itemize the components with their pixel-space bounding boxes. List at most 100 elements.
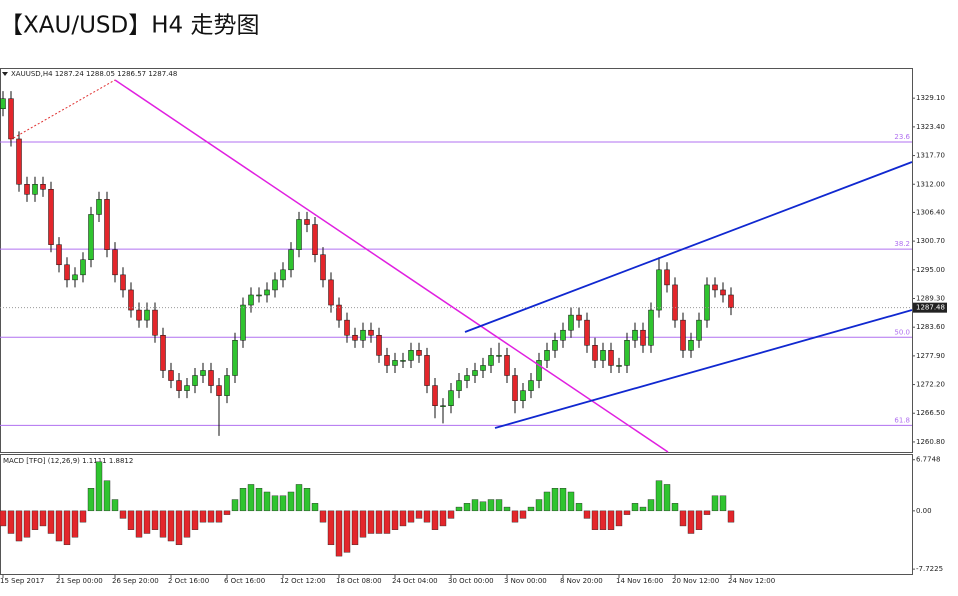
- candle-body: [208, 370, 214, 386]
- candle-body: [16, 138, 22, 185]
- candle-body: [512, 375, 518, 401]
- candle-body: [528, 380, 534, 391]
- candle-body: [688, 340, 694, 351]
- macd-bar: [511, 510, 519, 523]
- macd-bar: [71, 510, 79, 538]
- macd-bar: [447, 510, 455, 519]
- candle-body: [392, 360, 398, 366]
- x-tick-label: 21 Sep 00:00: [56, 577, 103, 585]
- macd-bar: [615, 510, 623, 527]
- candle-body: [448, 390, 454, 406]
- candle-body: [368, 329, 374, 336]
- x-tick-label: 24 Oct 04:00: [392, 577, 438, 585]
- candle-body: [200, 370, 206, 376]
- macd-bar: [47, 510, 55, 534]
- candle-body: [664, 269, 670, 286]
- candle-body: [312, 224, 318, 255]
- y-tick-label: 1329.10: [916, 94, 945, 102]
- x-tick-label: 30 Oct 00:00: [448, 577, 494, 585]
- candle-body: [696, 319, 702, 341]
- x-tick-label: 8 Nov 20:00: [560, 577, 603, 585]
- macd-bar: [375, 510, 383, 534]
- macd-bar: [535, 499, 543, 512]
- macd-bar: [623, 510, 631, 515]
- y-tick-label: 1312.00: [916, 180, 945, 188]
- trend-line-dotted: [9, 79, 116, 141]
- candle-body: [552, 340, 558, 351]
- candle-body: [328, 279, 334, 306]
- candle-body: [280, 269, 286, 281]
- price-panel: [0, 68, 913, 453]
- candle-body: [288, 249, 294, 271]
- macd-bar: [295, 484, 303, 512]
- macd-bar: [183, 510, 191, 538]
- candle-body: [304, 219, 310, 225]
- last-price-label: 1287.48: [916, 304, 945, 312]
- macd-bar: [143, 510, 151, 534]
- candle-body: [584, 319, 590, 346]
- macd-bar: [639, 506, 647, 512]
- y-tick-label: 1306.40: [916, 208, 945, 216]
- macd-bar: [439, 510, 447, 527]
- x-tick-label: 15 Sep 2017: [0, 577, 44, 585]
- macd-bar: [159, 510, 167, 538]
- menu-icon: [2, 72, 8, 76]
- candle-body: [568, 314, 574, 331]
- candle-body: [0, 98, 6, 110]
- candle-body: [504, 355, 510, 376]
- macd-bar: [695, 510, 703, 530]
- fib-label: 23.6: [894, 133, 910, 141]
- macd-bar: [111, 499, 119, 512]
- macd-bar: [479, 501, 487, 512]
- macd-bar: [95, 461, 103, 512]
- macd-bar: [79, 510, 87, 523]
- macd-bar: [607, 510, 615, 530]
- candle-body: [344, 319, 350, 336]
- channel-lower: [494, 309, 913, 429]
- macd-bar: [495, 499, 503, 512]
- candle-body: [592, 345, 598, 361]
- x-tick-label: 6 Oct 16:00: [224, 577, 265, 585]
- x-tick-label: 26 Sep 20:00: [112, 577, 159, 585]
- macd-bar: [247, 484, 255, 512]
- macd-y-tick-label: -7.7225: [916, 565, 943, 573]
- macd-bar: [367, 510, 375, 534]
- candle-body: [40, 184, 46, 190]
- macd-y-tick-label: 0.00: [916, 507, 932, 515]
- candle-body: [80, 259, 86, 276]
- candle-body: [64, 264, 70, 281]
- macd-bar: [311, 503, 319, 512]
- candle-body: [600, 350, 606, 361]
- candle-body: [424, 355, 430, 386]
- candle-body: [112, 249, 118, 276]
- macd-bar: [23, 510, 31, 538]
- macd-bar: [551, 488, 559, 512]
- y-tick-label: 1300.70: [916, 237, 945, 245]
- macd-bar: [663, 484, 671, 512]
- macd-bar: [335, 510, 343, 557]
- macd-bar: [647, 499, 655, 512]
- macd-y-tick-label: 6.7748: [916, 456, 941, 464]
- y-tick-label: 1272.20: [916, 381, 945, 389]
- macd-bar: [391, 510, 399, 530]
- candle-body: [672, 284, 678, 321]
- x-tick-label: 2 Oct 16:00: [168, 577, 209, 585]
- macd-bar: [399, 510, 407, 527]
- fib-label: 50.0: [894, 328, 910, 336]
- candle-body: [320, 254, 326, 281]
- candle-body: [160, 334, 166, 371]
- candle-body: [128, 289, 134, 311]
- macd-bar: [583, 510, 591, 519]
- macd-bar: [407, 510, 415, 523]
- candle-body: [608, 350, 614, 366]
- candle-body: [88, 214, 94, 260]
- candle-body: [440, 405, 446, 407]
- x-tick-label: 20 Nov 12:00: [672, 577, 719, 585]
- candle-body: [624, 340, 630, 366]
- macd-bar: [719, 495, 727, 512]
- candle-body: [384, 355, 390, 366]
- candle-body: [616, 365, 622, 367]
- macd-bar: [231, 499, 239, 512]
- macd-bar: [455, 506, 463, 512]
- macd-bar: [135, 510, 143, 538]
